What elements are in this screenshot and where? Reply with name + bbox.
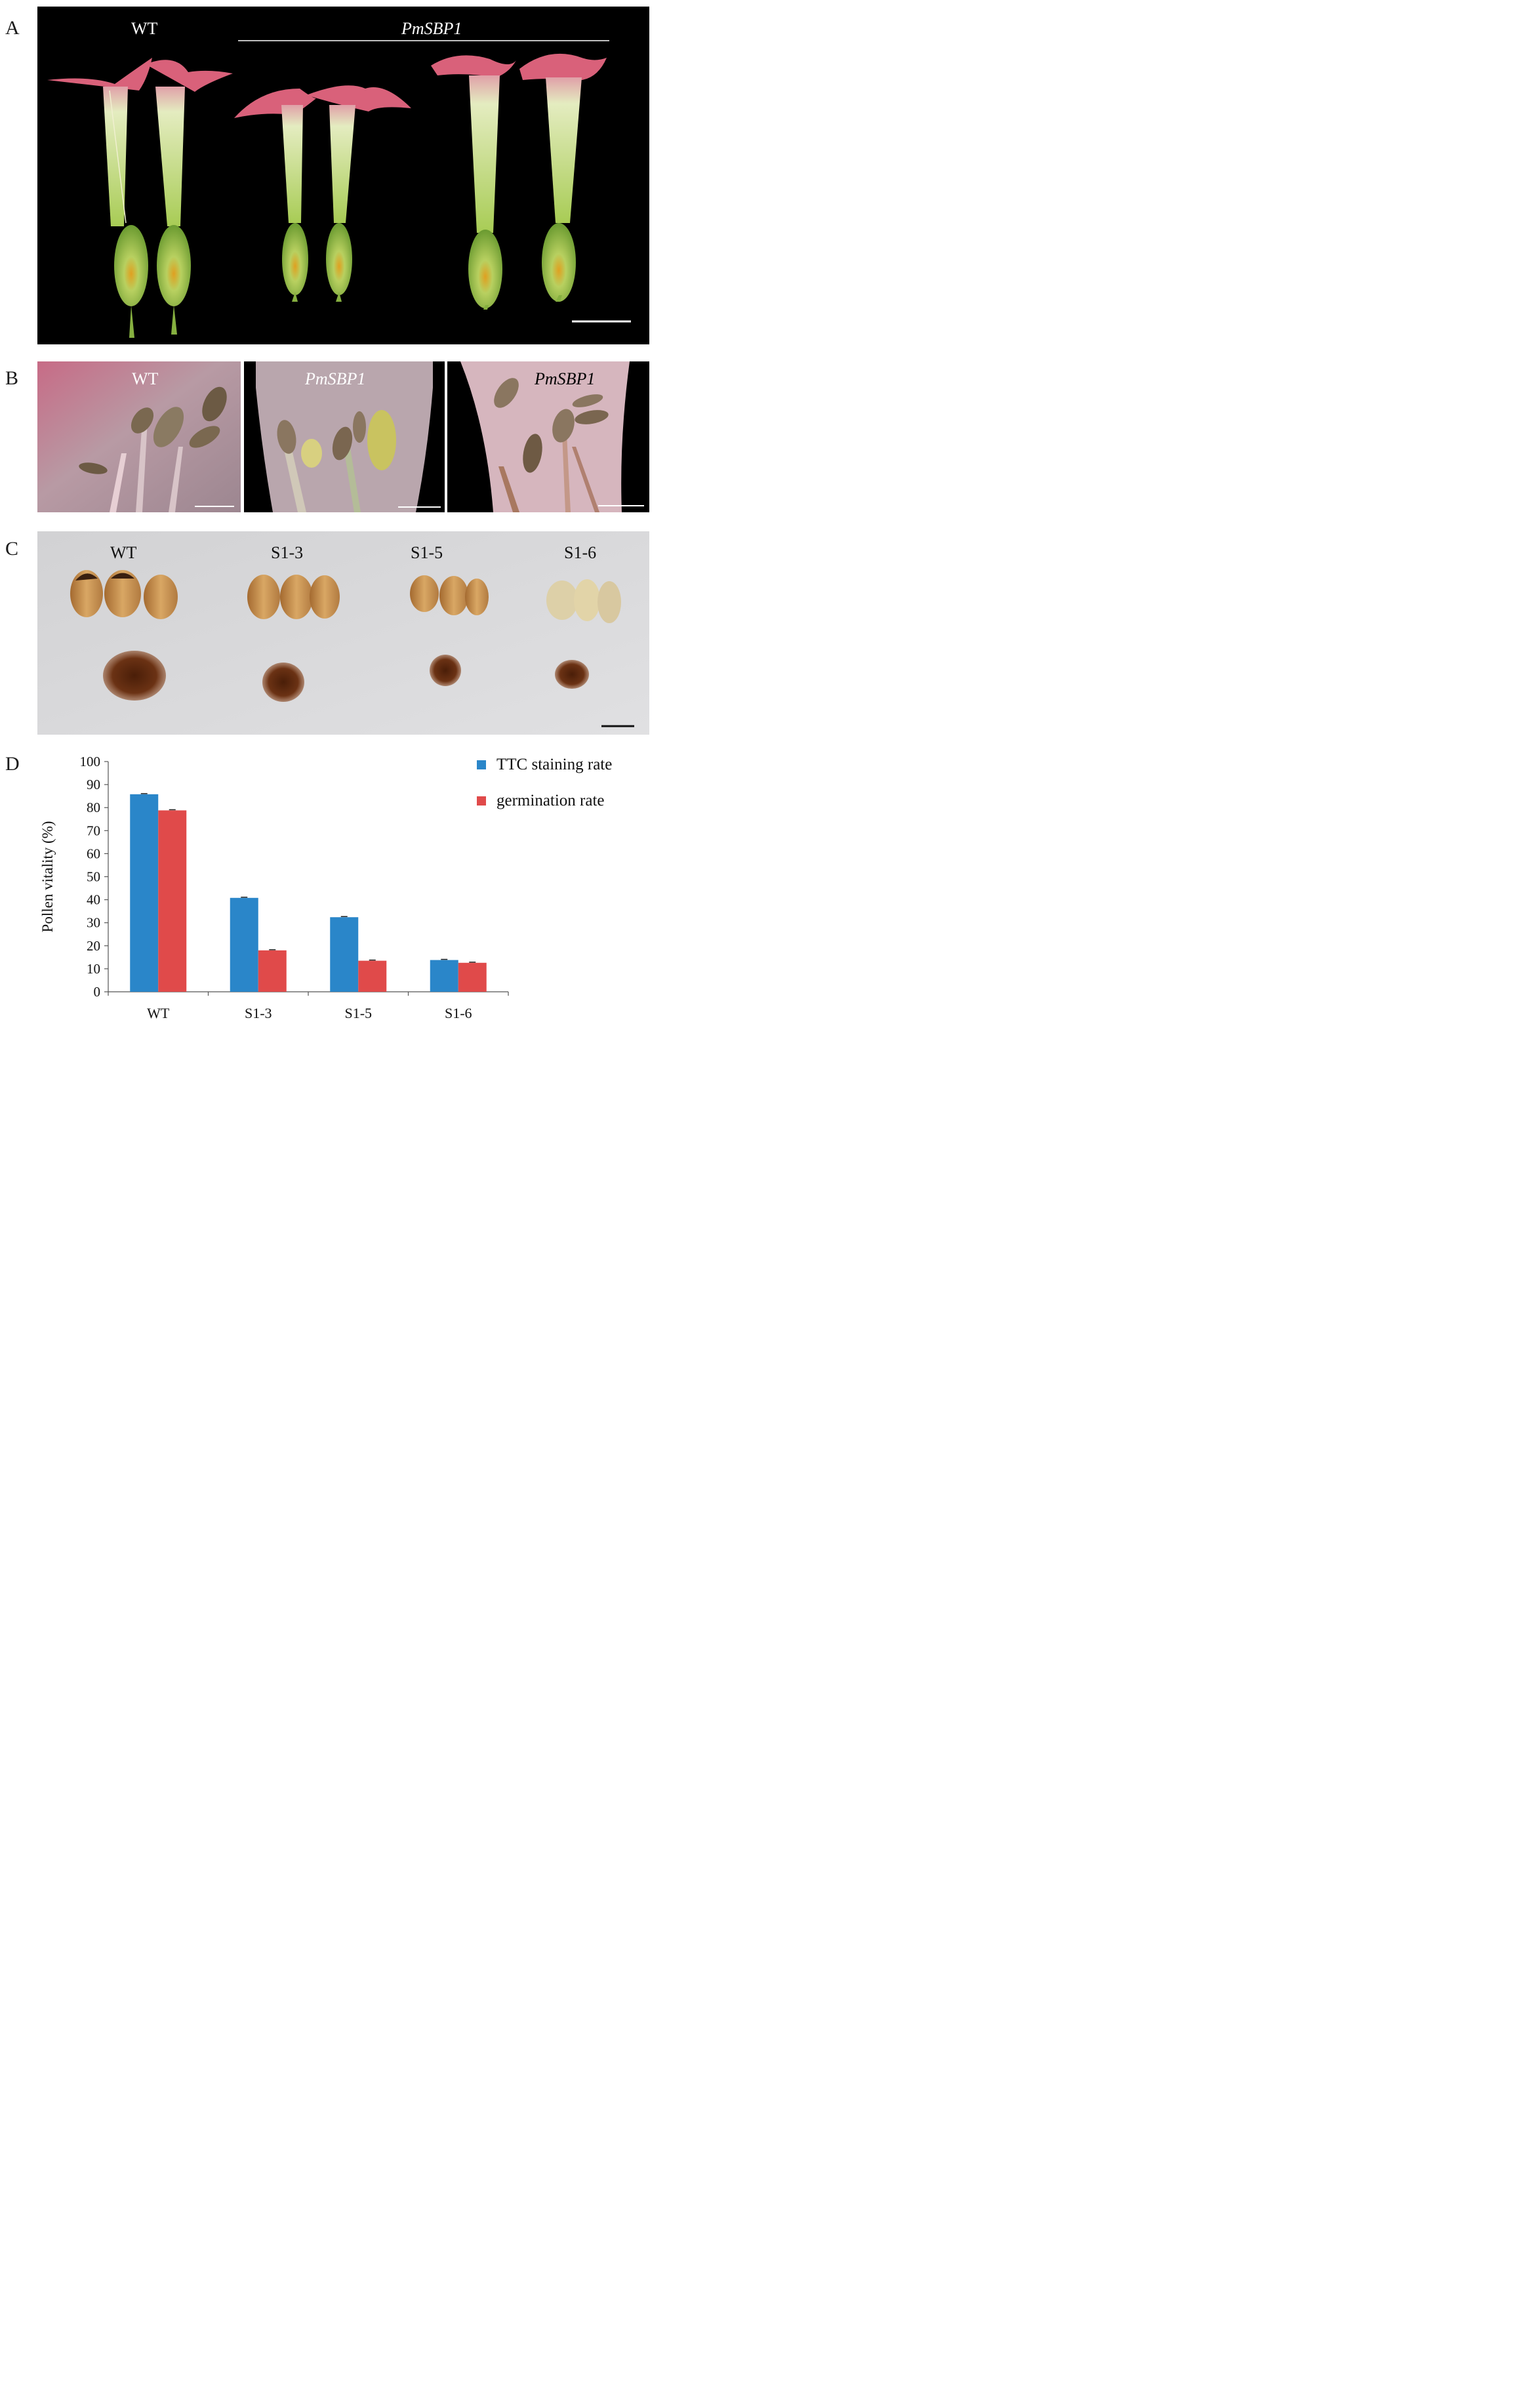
- panel-c-seed-photo: [37, 531, 649, 735]
- y-tick-label: 50: [87, 869, 100, 885]
- panel-label-d: D: [5, 753, 20, 775]
- flower-pmsbp1-2: [306, 85, 411, 302]
- seed-group-s1-3: [247, 575, 340, 702]
- y-tick-label: 20: [87, 938, 100, 954]
- chart-bars: [130, 793, 487, 992]
- panel-b-anther-photo-3: [447, 361, 649, 512]
- flower-pmsbp1-4: [519, 53, 607, 302]
- panel-c-label-wt: WT: [110, 543, 137, 562]
- y-tick-label: 30: [87, 915, 100, 931]
- y-axis-title: Pollen vitality (%): [39, 821, 56, 933]
- bar: [458, 962, 487, 992]
- panel-label-b: B: [5, 367, 19, 389]
- flower-pmsbp1-1: [234, 89, 316, 302]
- bar: [230, 897, 258, 992]
- y-tick-label: 60: [87, 846, 100, 861]
- bar: [258, 950, 287, 992]
- legend-swatch: [477, 760, 486, 769]
- panel-a-label-mutant: PmSBP1: [401, 19, 462, 38]
- flower-pmsbp1-3: [431, 55, 516, 310]
- panel-b-label-2: PmSBP1: [305, 369, 366, 388]
- seed-group-wt: [70, 570, 178, 701]
- legend-swatch: [477, 796, 486, 806]
- panel-c-label-s1-5: S1-5: [411, 543, 443, 562]
- bar: [158, 810, 187, 992]
- panel-a-label-wt: WT: [131, 19, 158, 38]
- panel-label-c: C: [5, 538, 19, 560]
- panel-b-label-3: PmSBP1: [535, 369, 596, 388]
- seed-group-s1-5: [410, 575, 489, 686]
- y-tick-label: 100: [80, 754, 101, 769]
- seed-group-s1-6: [546, 579, 621, 689]
- chart-legend: TTC staining rate germination rate: [477, 756, 612, 809]
- panel-b-label-1: WT: [132, 369, 159, 388]
- panel-c-label-s1-3: S1-3: [271, 543, 304, 562]
- y-tick-label: 70: [87, 823, 100, 838]
- legend-label: TTC staining rate: [496, 756, 612, 773]
- panel-a-flower-photo: [37, 7, 649, 344]
- bar: [130, 794, 159, 992]
- y-tick-label: 40: [87, 892, 100, 908]
- bar: [358, 960, 387, 992]
- bar: [430, 960, 458, 992]
- panel-label-a: A: [5, 17, 20, 39]
- x-tick-label: S1-3: [245, 1005, 272, 1021]
- bar: [330, 917, 359, 992]
- x-tick-label: S1-5: [344, 1005, 372, 1021]
- panel-c-label-s1-6: S1-6: [564, 543, 597, 562]
- panel-b-anther-photo-2: [244, 361, 445, 512]
- y-tick-label: 0: [94, 984, 101, 1000]
- chart-axes: 0 10 20 30 40 50 60 70 80 90 100 Pollen vitality (%…: [39, 754, 509, 1021]
- panel-b-anther-photo-1: [37, 361, 241, 512]
- y-tick-label: 10: [87, 961, 100, 977]
- panel-d-bar-chart: 0 10 20 30 40 50 60 70 80 90 100 Pollen vitality (%…: [39, 754, 612, 1021]
- flower-wt-1: [47, 58, 152, 338]
- x-tick-label: WT: [147, 1005, 170, 1021]
- y-tick-label: 80: [87, 800, 100, 815]
- flower-wt-2: [146, 60, 233, 335]
- y-tick-label: 90: [87, 777, 100, 792]
- x-tick-label: S1-6: [445, 1005, 472, 1021]
- legend-label: germination rate: [496, 792, 605, 809]
